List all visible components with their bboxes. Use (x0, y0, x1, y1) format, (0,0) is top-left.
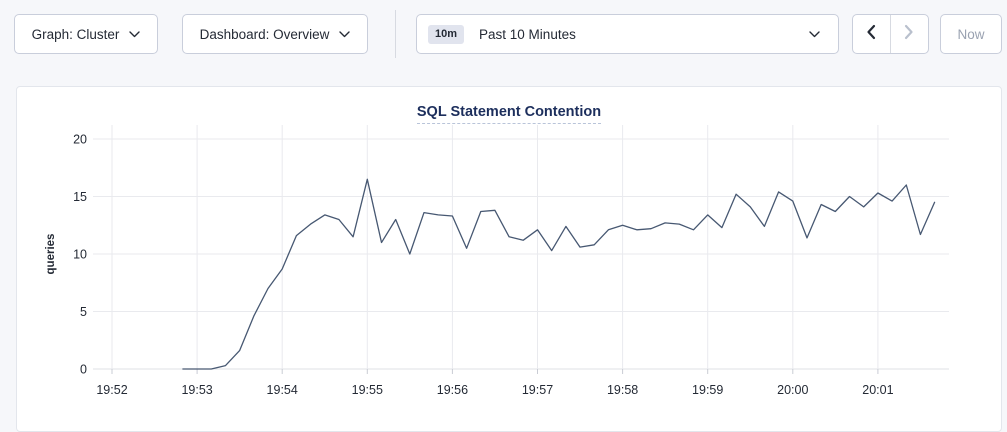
chart-card: SQL Statement Contention 0 5 10 15 20 19:52 19… (16, 86, 1002, 432)
x-tick-label: 19:58 (607, 383, 638, 397)
contention-chart: 0 5 10 15 20 19:52 19:53 19:54 19:55 19:56 19:57 19… (45, 125, 949, 398)
y-tick-label: 15 (73, 190, 87, 204)
x-tick-label: 19:54 (267, 383, 298, 397)
chevron-right-icon (904, 24, 914, 45)
y-tick-label: 0 (80, 363, 87, 377)
time-shift-button-group (852, 14, 929, 54)
y-tick-label: 10 (73, 248, 87, 262)
y-axis-label: queries (45, 234, 57, 275)
series-line (182, 178, 936, 370)
x-tick-label: 20:01 (862, 383, 893, 397)
chart-title-wrap: SQL Statement Contention (17, 104, 1001, 124)
time-window-badge: 10m (428, 24, 465, 44)
axis-tick-labels: 0 5 10 15 20 19:52 19:53 19:54 19:55 19:56 19:57 19… (73, 133, 893, 398)
x-tick-label: 19:57 (522, 383, 553, 397)
now-button-label: Now (957, 26, 985, 42)
x-tick-label: 20:00 (777, 383, 808, 397)
chevron-down-icon (339, 30, 351, 38)
chevron-down-icon (809, 30, 820, 38)
next-time-window-button[interactable] (891, 15, 929, 53)
dashboard-dropdown-label: Dashboard: Overview (199, 26, 330, 42)
x-tick-label: 19:53 (181, 383, 212, 397)
dashboard-dropdown[interactable]: Dashboard: Overview (182, 14, 368, 54)
time-range-selector[interactable]: 10m Past 10 Minutes (416, 14, 839, 54)
graph-dropdown[interactable]: Graph: Cluster (14, 14, 158, 54)
x-tick-label: 19:52 (96, 383, 127, 397)
now-button[interactable]: Now (940, 14, 1002, 54)
time-window-label: Past 10 Minutes (479, 26, 576, 42)
graph-dropdown-label: Graph: Cluster (31, 26, 120, 42)
y-tick-label: 20 (73, 133, 87, 147)
x-tick-label: 19:56 (437, 383, 468, 397)
toolbar-divider (395, 10, 396, 58)
previous-time-window-button[interactable] (853, 15, 891, 53)
chevron-down-icon (129, 30, 141, 38)
x-tick-label: 19:59 (692, 383, 723, 397)
y-tick-label: 5 (80, 305, 87, 319)
x-tick-label: 19:55 (352, 383, 383, 397)
chart-title[interactable]: SQL Statement Contention (416, 104, 602, 124)
gridlines (93, 125, 949, 374)
chevron-left-icon (866, 24, 876, 45)
